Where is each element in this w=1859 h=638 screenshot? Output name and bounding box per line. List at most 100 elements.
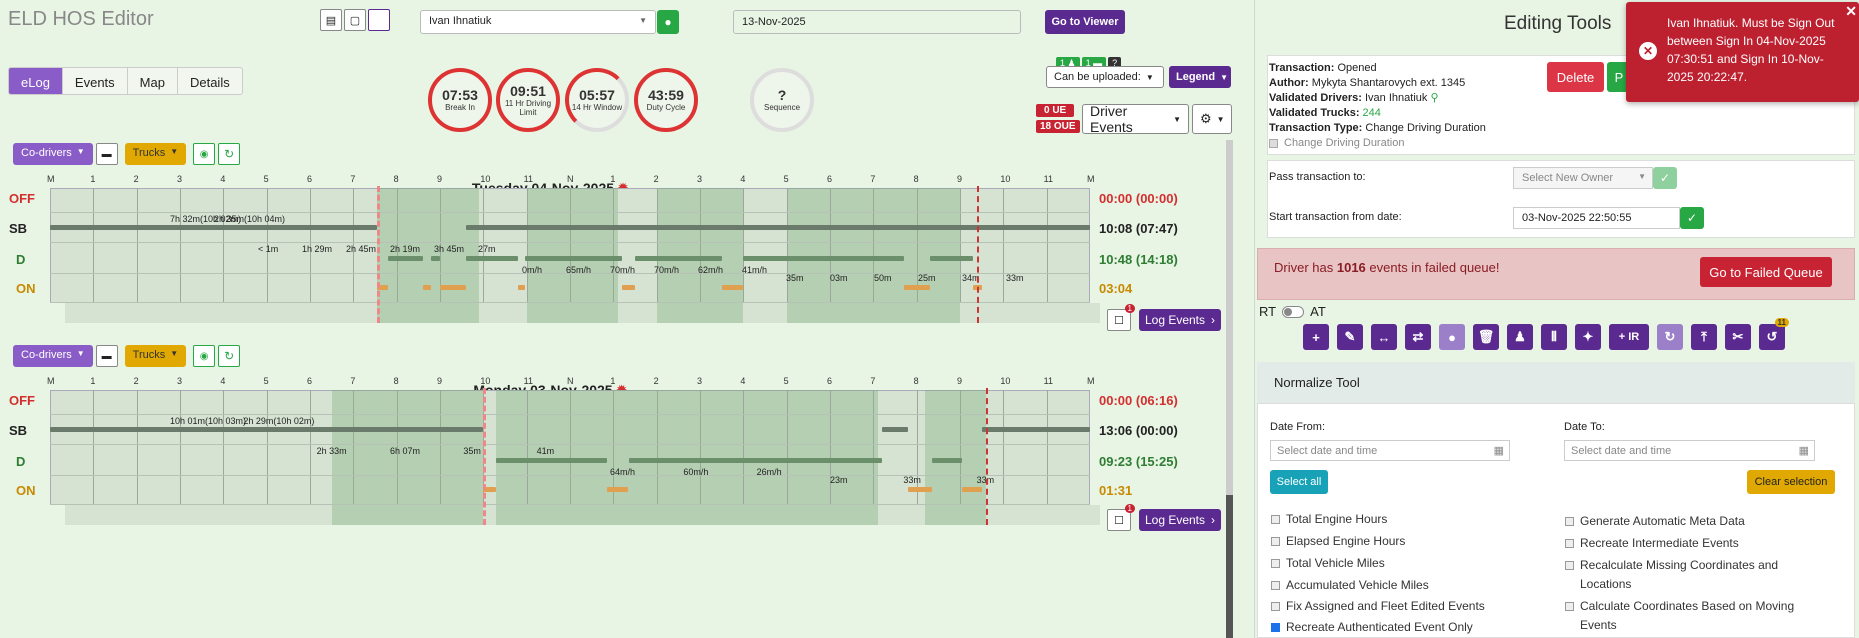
go-to-failed-queue-button[interactable]: Go to Failed Queue <box>1700 257 1832 287</box>
trash-icon[interactable]: 🗑 <box>1473 324 1499 350</box>
select-all-button[interactable]: Select all <box>1270 470 1328 494</box>
duty-segment[interactable] <box>628 458 882 463</box>
date-field[interactable]: 13-Nov-2025 <box>733 10 1021 34</box>
duty-segment[interactable] <box>496 458 607 463</box>
resize-icon[interactable]: ↔ <box>1371 324 1397 350</box>
option-checkbox[interactable]: Accumulated Vehicle Miles <box>1271 578 1429 592</box>
change-driving-checkbox[interactable] <box>1269 139 1278 148</box>
page-title: ELD HOS Editor <box>8 8 154 30</box>
option-checkbox[interactable]: Total Engine Hours <box>1271 512 1387 526</box>
codrivers-dropdown[interactable]: Co-drivers ▼ <box>13 143 93 165</box>
duty-segment[interactable] <box>962 487 982 492</box>
confirm-owner-button[interactable]: ✓ <box>1653 167 1677 189</box>
duty-segment[interactable] <box>422 285 432 290</box>
start-date-input[interactable]: 03-Nov-2025 22:50:55 <box>1513 207 1680 229</box>
refresh-icon[interactable]: ↻ <box>1657 324 1683 350</box>
truck-icon[interactable]: ▬ <box>95 345 118 367</box>
option-checkbox[interactable]: Recreate Authenticated Event Only <box>1271 620 1473 634</box>
duty-segment[interactable] <box>50 225 378 230</box>
add-ir-button[interactable]: + IR <box>1609 324 1649 350</box>
duty-segment[interactable] <box>981 427 1090 432</box>
duty-segment[interactable] <box>440 285 466 290</box>
codrivers-dropdown[interactable]: Co-drivers ▼ <box>13 345 93 367</box>
option-checkbox[interactable]: Elapsed Engine Hours <box>1271 534 1405 548</box>
scrollbar[interactable] <box>1226 140 1233 638</box>
option-checkbox[interactable]: Recreate Intermediate Events <box>1565 534 1825 553</box>
duty-segment[interactable] <box>524 256 622 261</box>
date-to-input[interactable]: Select date and time ▦ <box>1564 440 1815 461</box>
duty-segment[interactable] <box>903 285 930 290</box>
duty-segment[interactable] <box>721 285 744 290</box>
history-icon[interactable]: ↺ 11 <box>1759 318 1789 350</box>
hour-tick: 3 <box>177 376 183 386</box>
duty-segment[interactable] <box>882 427 908 432</box>
option-checkbox[interactable]: Total Vehicle Miles <box>1271 556 1385 570</box>
tab-elog[interactable]: eLog <box>9 68 62 94</box>
select-owner-dropdown[interactable]: Select New Owner ▼ <box>1513 167 1653 189</box>
tab-events[interactable]: Events <box>61 68 127 94</box>
option-checkbox[interactable]: Recalculate Missing Coordinates and Loca… <box>1565 556 1825 594</box>
duty-segment[interactable] <box>388 256 423 261</box>
duty-segment[interactable] <box>431 256 440 261</box>
duty-segment[interactable] <box>606 487 629 492</box>
chat-icon[interactable]: ☐ 1 <box>1107 304 1135 331</box>
swap-icon[interactable]: ⇄ <box>1405 324 1431 350</box>
calendar-icon[interactable]: ▦ <box>1493 445 1504 457</box>
refresh-icon[interactable]: ↻ <box>218 143 241 165</box>
settings-dropdown[interactable]: ⚙ ▼ <box>1192 104 1232 134</box>
align-icon[interactable]: ⤒ <box>1691 324 1717 350</box>
edit-icon[interactable]: ✎ <box>1337 324 1363 350</box>
duty-segment[interactable] <box>908 487 932 492</box>
delete-button[interactable]: Delete <box>1547 62 1604 92</box>
note-icon[interactable]: ▢ <box>344 9 366 31</box>
hour-tick: 3 <box>697 174 703 184</box>
tab-details[interactable]: Details <box>176 68 242 94</box>
duty-segment[interactable] <box>743 256 904 261</box>
group-icon[interactable]: ♟ <box>1507 324 1533 350</box>
confirm-date-button[interactable]: ✓ <box>1680 207 1704 229</box>
log-events-button[interactable]: Log Events › <box>1139 309 1221 331</box>
trucks-dropdown[interactable]: Trucks ▼ <box>124 345 187 367</box>
tab-map[interactable]: Map <box>126 68 177 94</box>
add-icon[interactable]: + <box>1303 324 1329 350</box>
android-icon[interactable]: ◉ <box>193 143 216 165</box>
driver-events-dropdown[interactable]: Driver Events ▼ <box>1082 103 1189 135</box>
legend-button[interactable]: Legend ▼ <box>1169 66 1231 88</box>
scissors-icon[interactable]: ✂ <box>1725 324 1751 350</box>
columns-icon[interactable]: ⦀ <box>1541 324 1567 350</box>
option-checkbox[interactable]: Fix Assigned and Fleet Edited Events <box>1271 599 1485 613</box>
duty-segment[interactable] <box>929 256 973 261</box>
rt-at-toggle[interactable] <box>1282 305 1305 318</box>
log-events-button[interactable]: Log Events › <box>1139 509 1221 531</box>
refresh-icon[interactable]: ↻ <box>218 345 241 367</box>
document-icon[interactable]: ▤ <box>320 9 342 31</box>
duty-segment[interactable] <box>931 458 963 463</box>
user-icon[interactable]: ● <box>657 10 679 34</box>
driver-select[interactable]: Ivan Ihnatiuk ▼ <box>420 10 656 34</box>
duty-segment[interactable] <box>50 427 484 432</box>
trucks-dropdown[interactable]: Trucks ▼ <box>124 143 187 165</box>
can-be-uploaded-dropdown[interactable]: Can be uploaded: ▼ <box>1046 66 1164 88</box>
info-icon[interactable]: i <box>368 9 390 31</box>
clear-selection-button[interactable]: Clear selection <box>1747 470 1835 494</box>
duty-segment[interactable] <box>518 285 525 290</box>
wand-icon[interactable]: ✦ <box>1575 324 1601 350</box>
duty-segment[interactable] <box>466 225 1090 230</box>
option-checkbox[interactable]: Calculate Coordinates Based on Moving Ev… <box>1565 597 1825 635</box>
android-icon[interactable]: ◉ <box>193 345 216 367</box>
hour-tick: 5 <box>783 174 789 184</box>
truck-icon[interactable]: ▬ <box>95 143 118 165</box>
go-to-viewer-button[interactable]: Go to Viewer <box>1045 10 1125 34</box>
hour-tick: M <box>1087 174 1095 184</box>
calendar-icon[interactable]: ▦ <box>1798 445 1809 457</box>
duty-segment[interactable] <box>635 256 722 261</box>
option-checkbox[interactable]: Generate Automatic Meta Data <box>1565 512 1825 531</box>
user-icon[interactable]: ● <box>1439 324 1465 350</box>
duty-segment[interactable] <box>622 285 635 290</box>
chat-icon[interactable]: ☐ 1 <box>1107 504 1135 531</box>
close-icon[interactable]: ✕ <box>1845 3 1857 19</box>
date-from-input[interactable]: Select date and time ▦ <box>1270 440 1510 461</box>
duty-segment[interactable] <box>466 256 518 261</box>
duty-segment[interactable] <box>483 487 497 492</box>
duty-segment[interactable] <box>377 285 388 290</box>
